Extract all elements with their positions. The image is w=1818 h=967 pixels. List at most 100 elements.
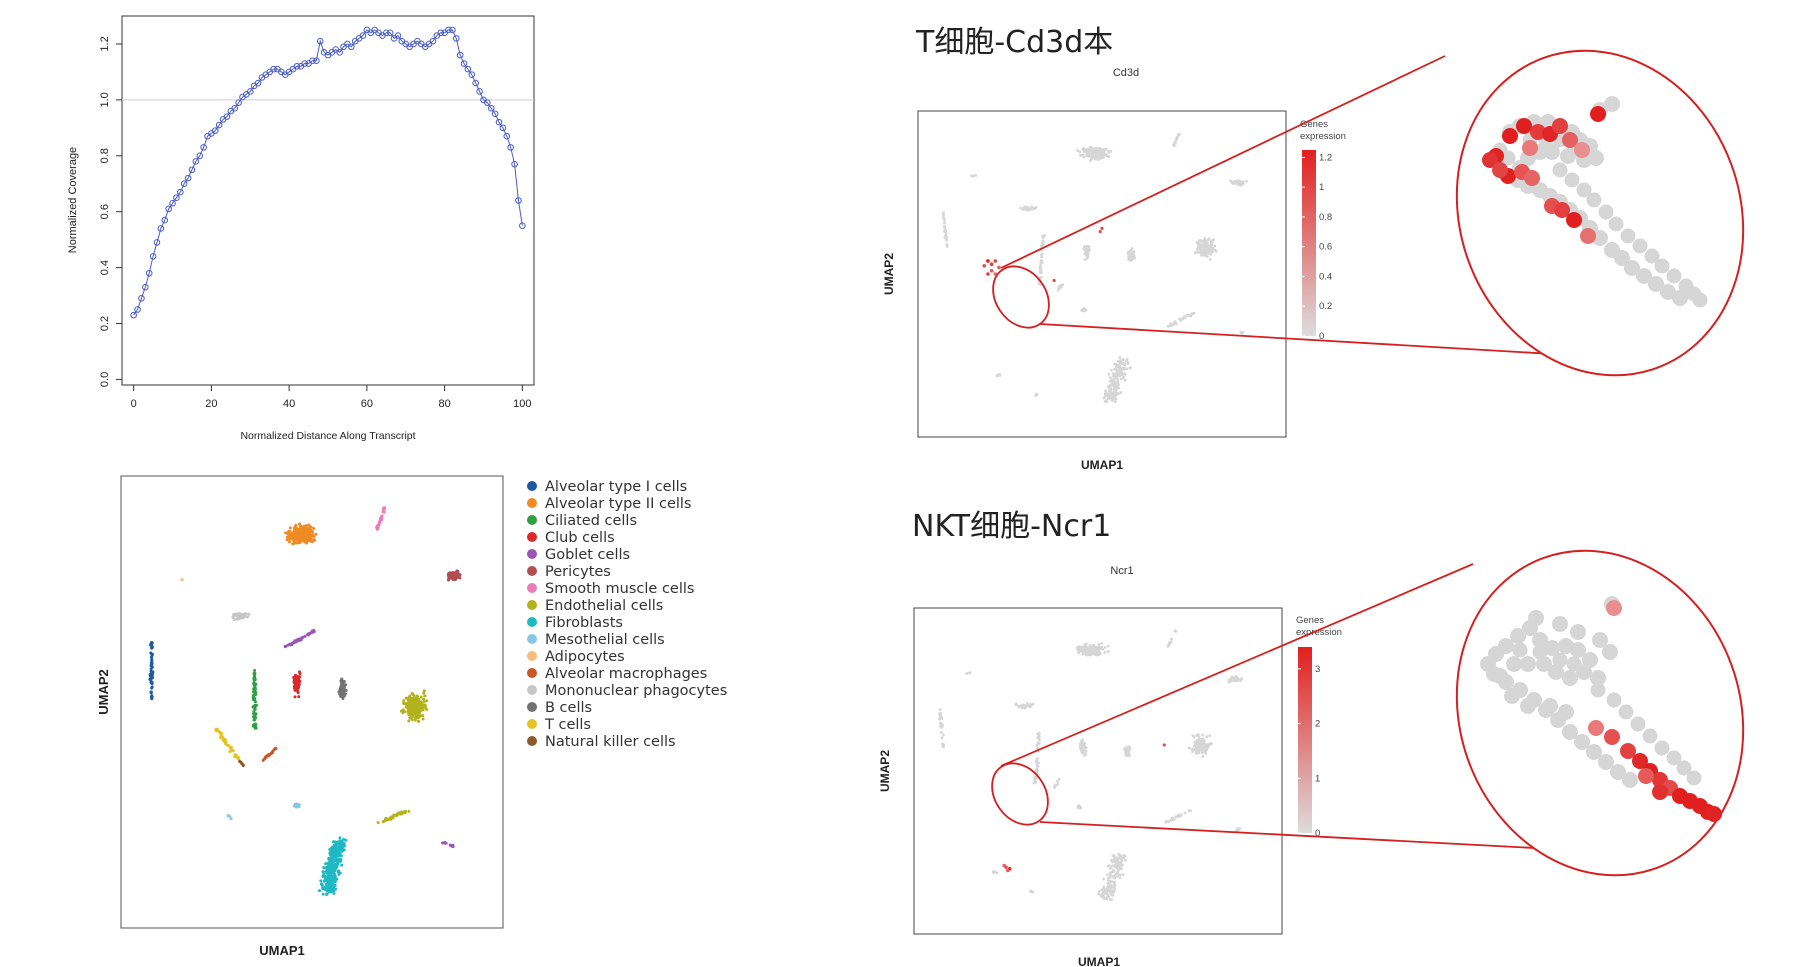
zoom-point xyxy=(1590,682,1606,698)
umap-point xyxy=(1075,647,1079,650)
umap-point xyxy=(1210,246,1213,250)
umap-point xyxy=(290,532,294,536)
expressing-cell-point xyxy=(1052,278,1056,283)
umap-point xyxy=(450,844,454,848)
umap-point xyxy=(331,855,335,859)
coverage-point xyxy=(196,152,204,160)
umap-point xyxy=(421,705,425,709)
zoom-point xyxy=(1582,652,1598,668)
umap-point xyxy=(1172,144,1176,148)
umap-point xyxy=(340,844,344,848)
coverage-point xyxy=(359,32,367,39)
umap-point xyxy=(150,695,154,699)
umap-point xyxy=(1108,864,1111,868)
umap-point xyxy=(224,742,228,746)
colorbar-tick-label: 1.2 xyxy=(1319,152,1332,163)
coverage-point xyxy=(211,127,219,134)
umap-point xyxy=(288,534,292,538)
umap-point xyxy=(253,716,257,720)
umap-point xyxy=(1106,397,1110,401)
umap-point xyxy=(285,538,289,542)
umap-point xyxy=(1110,378,1114,381)
umap-point xyxy=(938,712,942,716)
umap-point xyxy=(992,870,995,874)
umap-point xyxy=(302,525,306,529)
ncr1-y-axis-label: UMAP2 xyxy=(878,750,892,792)
expressing-cell-point xyxy=(986,259,990,263)
umap-point xyxy=(1114,872,1118,876)
umap-point xyxy=(1056,288,1060,292)
zoom-point xyxy=(1686,770,1702,786)
zoom-point xyxy=(1482,152,1498,168)
colorbar-tick-label: 2 xyxy=(1315,719,1320,730)
umap-point xyxy=(1038,270,1042,273)
legend-label: Ciliated cells xyxy=(545,513,637,529)
umap-point xyxy=(1205,735,1209,739)
umap-point xyxy=(939,731,943,734)
umap-point xyxy=(1103,400,1107,404)
umap-point xyxy=(1082,749,1086,753)
umap-point xyxy=(939,715,943,719)
umap-point xyxy=(1116,379,1120,383)
coverage-point xyxy=(515,197,522,204)
umap-point xyxy=(1200,248,1203,252)
umap-point xyxy=(1166,644,1170,648)
zoom-point xyxy=(1552,616,1568,632)
zoom-point xyxy=(1528,610,1544,626)
umap-point xyxy=(1195,247,1199,251)
umap-point xyxy=(264,755,268,759)
coverage-point xyxy=(464,65,472,73)
umap-point xyxy=(298,679,302,683)
umap-point xyxy=(1079,806,1082,809)
umap-point xyxy=(1123,362,1126,366)
umap-point xyxy=(1031,702,1035,706)
coverage-point xyxy=(507,144,514,151)
umap-point xyxy=(1183,315,1186,318)
umap-point xyxy=(942,216,945,219)
umap-point xyxy=(1201,250,1205,254)
umap-point xyxy=(342,837,346,841)
legend-swatch xyxy=(527,583,537,593)
umap-point xyxy=(1103,890,1106,894)
umap-point xyxy=(1085,256,1089,260)
zoom-point xyxy=(1566,656,1582,672)
zoom-point xyxy=(1666,750,1682,766)
umap-point xyxy=(942,733,945,737)
zoom-point xyxy=(1630,716,1646,732)
umap-point xyxy=(223,738,227,742)
umap-point xyxy=(1107,372,1111,376)
umap-point xyxy=(1123,372,1127,376)
umap-point xyxy=(376,821,380,825)
umap-point xyxy=(150,676,154,680)
zoom-point xyxy=(1660,284,1676,300)
legend-swatch xyxy=(527,702,537,712)
colorbar-tick-label: 1 xyxy=(1315,773,1320,784)
umap-point xyxy=(1129,248,1133,252)
umap-point xyxy=(1176,814,1180,818)
legend-label: Fibroblasts xyxy=(545,615,623,631)
umap-point xyxy=(296,689,300,693)
zoom-point xyxy=(1506,656,1522,672)
umap-point xyxy=(1118,374,1121,378)
umap-point xyxy=(1086,254,1089,258)
zoom-point xyxy=(1590,106,1606,122)
legend-label: Endothelial cells xyxy=(545,598,663,614)
umap-point xyxy=(1116,862,1120,866)
coverage-point xyxy=(231,104,239,112)
umap-point xyxy=(1093,148,1097,152)
legend-swatch xyxy=(527,515,537,525)
umap-point xyxy=(150,644,154,648)
umap-point xyxy=(311,630,315,634)
colorbar-gradient xyxy=(1298,647,1312,833)
coverage-y-axis-label: Normalized Coverage xyxy=(67,147,79,253)
umap-point xyxy=(302,528,306,532)
umap-point xyxy=(941,212,945,216)
umap-point xyxy=(1107,155,1111,159)
umap-point xyxy=(333,880,337,884)
umap-point xyxy=(252,704,256,708)
umap-point xyxy=(1230,677,1234,681)
umap-point xyxy=(220,735,224,739)
callout-line xyxy=(1000,563,1474,767)
umap-point xyxy=(1036,765,1040,768)
umap-point xyxy=(1111,860,1115,864)
